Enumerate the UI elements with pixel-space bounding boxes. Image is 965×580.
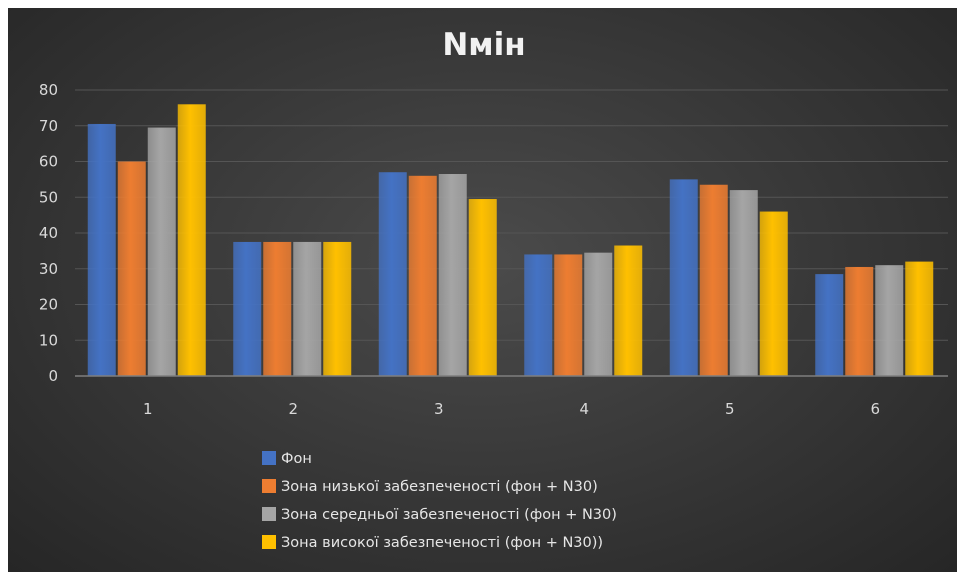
y-tick-label: 40	[39, 224, 58, 242]
bar-series-1-cat-4	[524, 254, 553, 376]
x-tick-label: 3	[434, 400, 444, 418]
legend-label: Зона низької забезпеченості (фон + N30)	[281, 479, 598, 495]
y-axis-ticks: 0 10 20 30 40 50 60 70 80	[39, 81, 58, 385]
bar-series-3-cat-2	[293, 241, 322, 376]
bar-series-1-cat-1	[87, 123, 116, 377]
bar-series-2-cat-1	[117, 161, 146, 376]
x-tick-label: 1	[143, 400, 153, 418]
legend-label: Зона високої забезпеченості (фон + N30))	[281, 535, 603, 551]
x-axis-ticks: 1 2 3 4 5 6	[143, 400, 880, 418]
bar-series-3-cat-4	[584, 252, 613, 376]
bar-series-1-cat-6	[815, 274, 844, 376]
bar-series-4-cat-4	[614, 245, 643, 376]
bar-series-4-cat-6	[905, 261, 934, 376]
bar-series-1-cat-2	[233, 241, 262, 376]
y-tick-label: 10	[39, 331, 58, 349]
bar-series-2-cat-5	[699, 184, 728, 376]
legend-label: Зона середньої забезпеченості (фон + N30…	[281, 507, 617, 523]
bar-series-3-cat-3	[438, 174, 467, 376]
bar-series-3-cat-1	[147, 127, 176, 376]
y-tick-label: 70	[39, 117, 58, 135]
bar-series-2-cat-3	[408, 175, 437, 376]
bars	[87, 104, 934, 377]
y-tick-label: 80	[39, 81, 58, 99]
legend-swatch	[262, 479, 276, 493]
y-tick-label: 0	[48, 367, 58, 385]
bar-series-1-cat-5	[669, 179, 698, 376]
legend: Фон Зона низької забезпеченості (фон + N3…	[262, 451, 617, 551]
bar-series-4-cat-2	[323, 241, 352, 376]
x-tick-label: 5	[725, 400, 735, 418]
legend-swatch	[262, 451, 276, 465]
y-tick-label: 30	[39, 260, 58, 278]
y-tick-label: 50	[39, 188, 58, 206]
bar-series-2-cat-6	[845, 266, 874, 376]
x-tick-label: 2	[288, 400, 298, 418]
bar-series-3-cat-5	[729, 190, 758, 376]
bar-series-1-cat-3	[378, 172, 407, 376]
legend-label: Фон	[281, 451, 312, 467]
legend-swatch	[262, 535, 276, 549]
bar-series-2-cat-4	[554, 254, 583, 376]
legend-swatch	[262, 507, 276, 521]
bar-series-4-cat-3	[468, 199, 497, 376]
x-tick-label: 6	[870, 400, 880, 418]
bar-series-2-cat-2	[263, 241, 292, 376]
x-tick-label: 4	[579, 400, 589, 418]
y-tick-label: 20	[39, 296, 58, 314]
bar-series-3-cat-6	[875, 265, 904, 376]
bar-series-4-cat-1	[177, 104, 206, 377]
gridlines	[75, 89, 948, 341]
y-tick-label: 60	[39, 153, 58, 171]
bar-series-4-cat-5	[759, 211, 788, 376]
chart-title: Nмін	[442, 27, 525, 63]
